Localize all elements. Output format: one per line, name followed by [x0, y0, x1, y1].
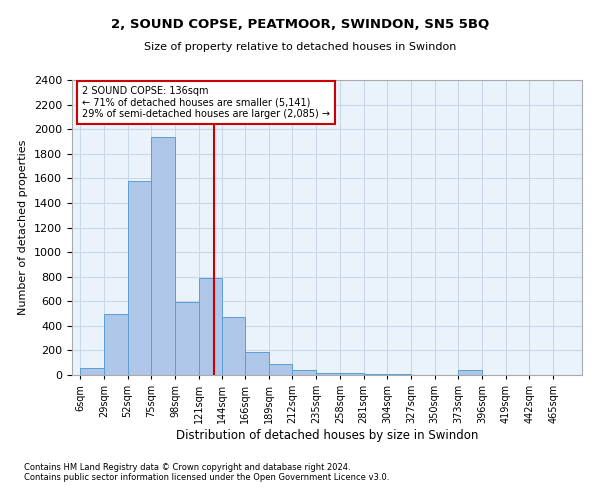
Bar	[387, 374, 411, 375]
Text: Size of property relative to detached houses in Swindon: Size of property relative to detached ho…	[144, 42, 456, 52]
Bar	[269, 364, 292, 375]
Bar	[199, 278, 223, 375]
Bar	[364, 374, 387, 375]
Bar	[128, 181, 151, 375]
Y-axis label: Number of detached properties: Number of detached properties	[19, 140, 28, 315]
Text: Contains HM Land Registry data © Crown copyright and database right 2024.: Contains HM Land Registry data © Crown c…	[24, 464, 350, 472]
Bar	[458, 370, 482, 375]
Bar	[80, 368, 104, 375]
Bar	[151, 136, 175, 375]
Text: 2, SOUND COPSE, PEATMOOR, SWINDON, SN5 5BQ: 2, SOUND COPSE, PEATMOOR, SWINDON, SN5 5…	[111, 18, 489, 30]
Bar	[316, 372, 340, 375]
Bar	[104, 314, 128, 375]
X-axis label: Distribution of detached houses by size in Swindon: Distribution of detached houses by size …	[176, 429, 478, 442]
Bar	[292, 370, 316, 375]
Text: 2 SOUND COPSE: 136sqm
← 71% of detached houses are smaller (5,141)
29% of semi-d: 2 SOUND COPSE: 136sqm ← 71% of detached …	[82, 86, 331, 120]
Bar	[245, 352, 269, 375]
Bar	[223, 317, 245, 375]
Bar	[340, 373, 364, 375]
Bar	[175, 302, 199, 375]
Text: Contains public sector information licensed under the Open Government Licence v3: Contains public sector information licen…	[24, 474, 389, 482]
